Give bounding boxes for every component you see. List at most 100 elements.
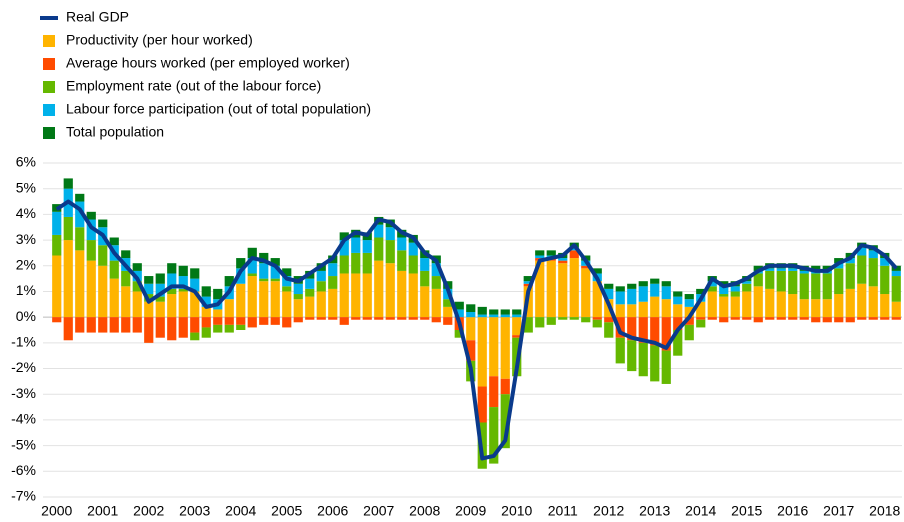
bar-segment — [891, 276, 901, 302]
bar-segment — [834, 263, 844, 269]
bar-segment — [546, 260, 556, 318]
bar-segment — [75, 317, 85, 333]
bar-segment — [650, 296, 660, 318]
bar-segment — [753, 317, 763, 323]
bar-segment — [98, 245, 108, 266]
bar-segment — [558, 260, 568, 264]
x-tick-label: 2012 — [593, 503, 624, 519]
bar-segment — [512, 335, 522, 338]
bar-segment — [788, 294, 798, 318]
bar-segment — [224, 299, 234, 318]
bar-segment — [385, 263, 395, 318]
bar-segment — [213, 309, 223, 318]
bar-segment — [857, 247, 867, 256]
bar-segment — [569, 250, 579, 259]
bar-segment — [339, 240, 349, 256]
bar-segment — [109, 317, 119, 333]
bar-segment — [880, 294, 890, 318]
bar-segment — [328, 288, 338, 318]
bar-segment — [535, 255, 545, 259]
x-tick-label: 2007 — [363, 503, 394, 519]
bar-segment — [512, 314, 522, 318]
bar-segment — [121, 286, 131, 318]
x-tick-label: 2018 — [869, 503, 900, 519]
bar-segment — [132, 317, 142, 333]
bar-segment — [190, 268, 200, 279]
legend-label: Real GDP — [66, 9, 129, 25]
bar-segment — [259, 278, 269, 282]
bar-segment — [63, 216, 73, 241]
bar-segment — [339, 273, 349, 318]
y-tick-label: -4% — [11, 411, 36, 427]
bar-segment — [880, 265, 890, 295]
bar-segment — [592, 319, 602, 328]
bar-segment — [822, 273, 832, 300]
bar-segment — [282, 286, 292, 292]
bar-segment — [650, 345, 660, 382]
bar-segment — [604, 317, 614, 323]
y-tick-label: -6% — [11, 462, 36, 478]
bar-segment — [661, 299, 671, 318]
bar-segment — [420, 317, 430, 320]
bar-segment — [684, 324, 694, 341]
bar-segment — [500, 309, 510, 315]
bar-segment — [569, 258, 579, 318]
x-tick-label: 2000 — [41, 503, 72, 519]
bar-segment — [477, 306, 487, 315]
bar-segment — [638, 301, 648, 318]
bar-segment — [86, 219, 96, 241]
bar-segment — [109, 237, 119, 246]
bar-segment — [477, 314, 487, 318]
bar-segment — [489, 407, 499, 464]
bar-segment — [397, 270, 407, 318]
bar-segment — [408, 255, 418, 274]
bar-segment — [52, 255, 62, 318]
bar-segment — [696, 288, 706, 295]
bar-segment — [178, 276, 188, 289]
bar-segment — [489, 376, 499, 408]
bar-segment — [236, 283, 246, 318]
bar-segment — [351, 317, 361, 320]
bar-segment — [834, 317, 844, 323]
bar-segment — [247, 317, 257, 328]
bar-segment — [167, 288, 177, 295]
x-tick-label: 2006 — [317, 503, 348, 519]
bar-segment — [178, 317, 188, 338]
bar-segment — [765, 268, 775, 271]
y-tick-label: 0% — [16, 308, 36, 324]
x-tick-label: 2013 — [639, 503, 670, 519]
bar-segment — [500, 314, 510, 318]
bar-segment — [535, 250, 545, 256]
bar-segment — [420, 258, 430, 271]
bar-segment — [845, 288, 855, 318]
bar-segment — [167, 273, 177, 289]
bar-segment — [569, 317, 579, 320]
bar-segment — [891, 301, 901, 318]
x-tick-label: 2004 — [225, 503, 256, 519]
bar-segment — [144, 301, 154, 318]
bar-segment — [891, 317, 901, 320]
bar-segment — [834, 258, 844, 264]
y-tick-label: 4% — [16, 205, 36, 221]
legend-label: Total population — [66, 124, 164, 140]
bar-segment — [615, 337, 625, 364]
bar-segment — [178, 288, 188, 292]
bar-segment — [86, 211, 96, 220]
bar-segment — [868, 286, 878, 318]
bar-segment — [316, 317, 326, 320]
bar-segment — [178, 265, 188, 277]
bar-segment — [86, 240, 96, 261]
bar-segment — [707, 281, 717, 287]
bar-segment — [661, 286, 671, 300]
bar-segment — [822, 299, 832, 318]
bar-segment — [109, 260, 119, 279]
bar-segment — [190, 317, 200, 333]
y-tick-label: 3% — [16, 231, 36, 247]
bar-segment — [822, 265, 832, 271]
bar-segment — [454, 301, 464, 310]
bar-segment — [155, 273, 165, 284]
bar-segment — [431, 288, 441, 318]
bar-segment — [362, 317, 372, 320]
x-tick-label: 2002 — [133, 503, 164, 519]
bar-segment — [224, 324, 234, 333]
